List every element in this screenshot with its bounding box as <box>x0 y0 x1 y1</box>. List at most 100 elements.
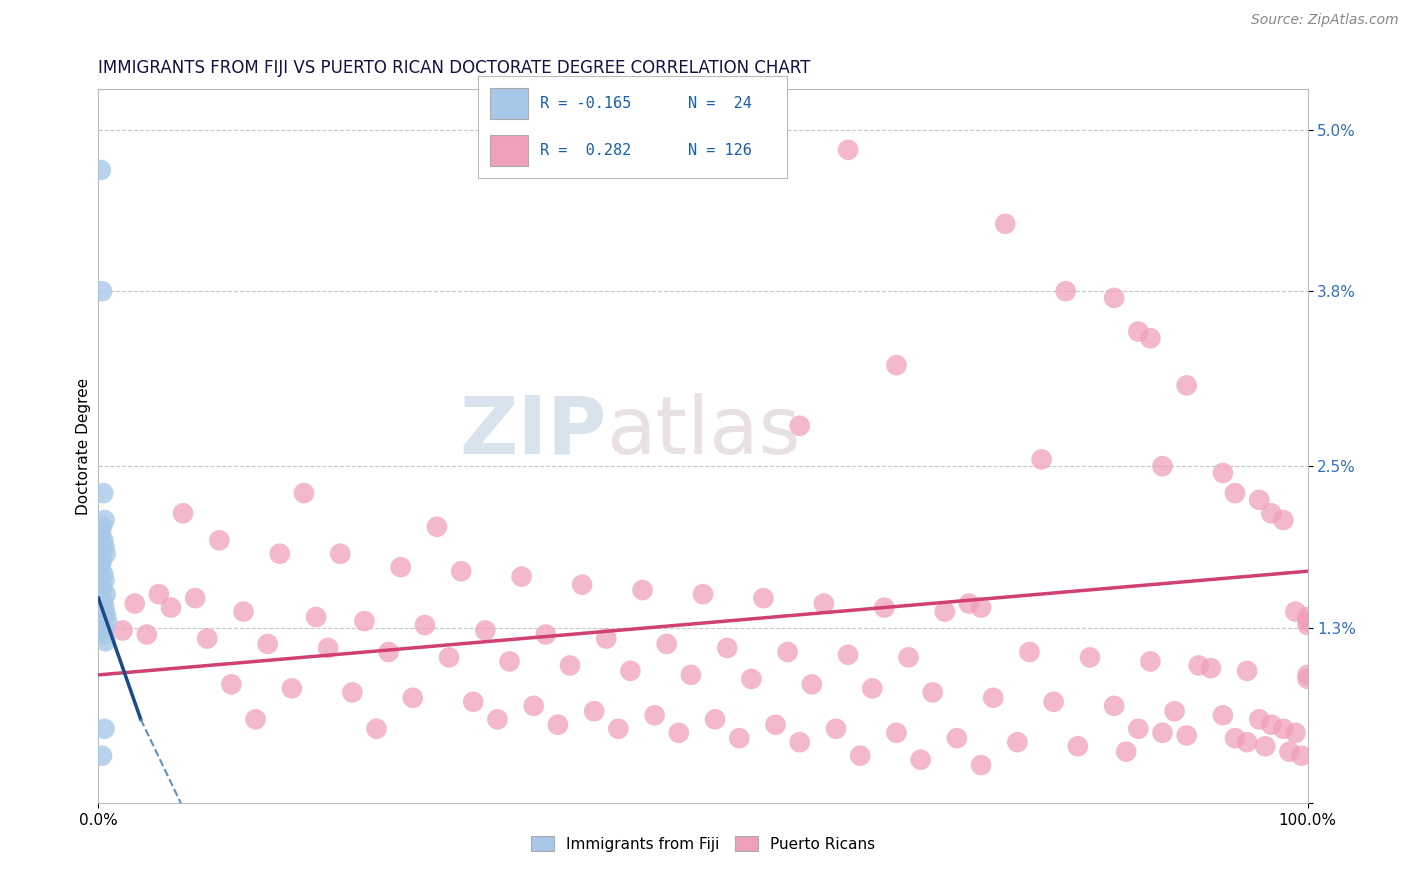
Point <box>789 735 811 749</box>
Point <box>91 580 114 594</box>
Point <box>692 587 714 601</box>
Point <box>1163 704 1185 718</box>
Point <box>1115 745 1137 759</box>
Point <box>1054 284 1077 298</box>
Point <box>342 685 364 699</box>
Point <box>740 672 762 686</box>
Point <box>90 560 112 574</box>
Point <box>849 748 872 763</box>
Point <box>558 658 581 673</box>
Point <box>450 564 472 578</box>
Point <box>619 664 641 678</box>
Text: atlas: atlas <box>606 392 800 471</box>
Point <box>765 717 787 731</box>
Point <box>91 553 114 567</box>
Point <box>1296 610 1319 624</box>
Point <box>172 506 194 520</box>
Point <box>1067 739 1090 754</box>
Point <box>256 637 278 651</box>
Point <box>1018 645 1040 659</box>
Point <box>93 722 115 736</box>
Point <box>1272 513 1295 527</box>
Point <box>1212 466 1234 480</box>
Point <box>595 632 617 646</box>
Point <box>232 605 254 619</box>
Point <box>94 547 117 561</box>
Point <box>571 577 593 591</box>
Point <box>1260 717 1282 731</box>
Point <box>316 640 339 655</box>
Point <box>90 526 112 541</box>
Point <box>160 600 183 615</box>
Point <box>184 591 207 606</box>
Point <box>1102 698 1125 713</box>
Point <box>93 600 115 615</box>
Point <box>124 597 146 611</box>
Point <box>91 284 114 298</box>
Point <box>1236 664 1258 678</box>
Point <box>96 614 118 628</box>
Point <box>728 731 751 746</box>
Point <box>94 607 117 622</box>
Point <box>329 547 352 561</box>
Point <box>1260 506 1282 520</box>
Point <box>91 748 114 763</box>
Point <box>148 587 170 601</box>
Point <box>269 547 291 561</box>
Point <box>1152 459 1174 474</box>
Point <box>789 418 811 433</box>
Point <box>1128 722 1150 736</box>
Point <box>1042 695 1064 709</box>
Point <box>208 533 231 548</box>
Point <box>776 645 799 659</box>
Point <box>366 722 388 736</box>
Point <box>90 163 112 178</box>
Point <box>679 668 702 682</box>
Point <box>813 597 835 611</box>
Point <box>91 486 114 500</box>
Point <box>1007 735 1029 749</box>
Point <box>1212 708 1234 723</box>
Point <box>426 520 449 534</box>
Point <box>413 618 436 632</box>
Point <box>91 566 114 581</box>
Y-axis label: Doctorate Degree: Doctorate Degree <box>76 377 91 515</box>
Point <box>607 722 630 736</box>
Point <box>583 704 606 718</box>
Point <box>91 520 114 534</box>
Text: N = 126: N = 126 <box>689 144 752 158</box>
Point <box>93 540 115 554</box>
Point <box>873 600 896 615</box>
Point <box>981 690 1004 705</box>
Point <box>886 358 908 372</box>
Point <box>389 560 412 574</box>
Point <box>957 597 980 611</box>
Legend: Immigrants from Fiji, Puerto Ricans: Immigrants from Fiji, Puerto Ricans <box>523 828 883 859</box>
Point <box>1272 722 1295 736</box>
Point <box>1128 325 1150 339</box>
Point <box>221 677 243 691</box>
Point <box>1223 731 1246 746</box>
Point <box>946 731 969 746</box>
Point <box>921 685 943 699</box>
Bar <box>491 88 527 119</box>
Point <box>825 722 848 736</box>
Point <box>994 217 1017 231</box>
Point <box>91 594 114 608</box>
Point <box>1236 735 1258 749</box>
Point <box>1296 672 1319 686</box>
Point <box>1296 618 1319 632</box>
Point <box>1254 739 1277 754</box>
Point <box>94 587 117 601</box>
Point <box>970 758 993 772</box>
Point <box>547 717 569 731</box>
Point <box>474 624 496 638</box>
Point <box>1296 614 1319 628</box>
Point <box>195 632 218 646</box>
Point <box>377 645 399 659</box>
Point <box>281 681 304 696</box>
Point <box>93 513 115 527</box>
Point <box>910 753 932 767</box>
Point <box>1102 291 1125 305</box>
Point <box>91 533 114 548</box>
